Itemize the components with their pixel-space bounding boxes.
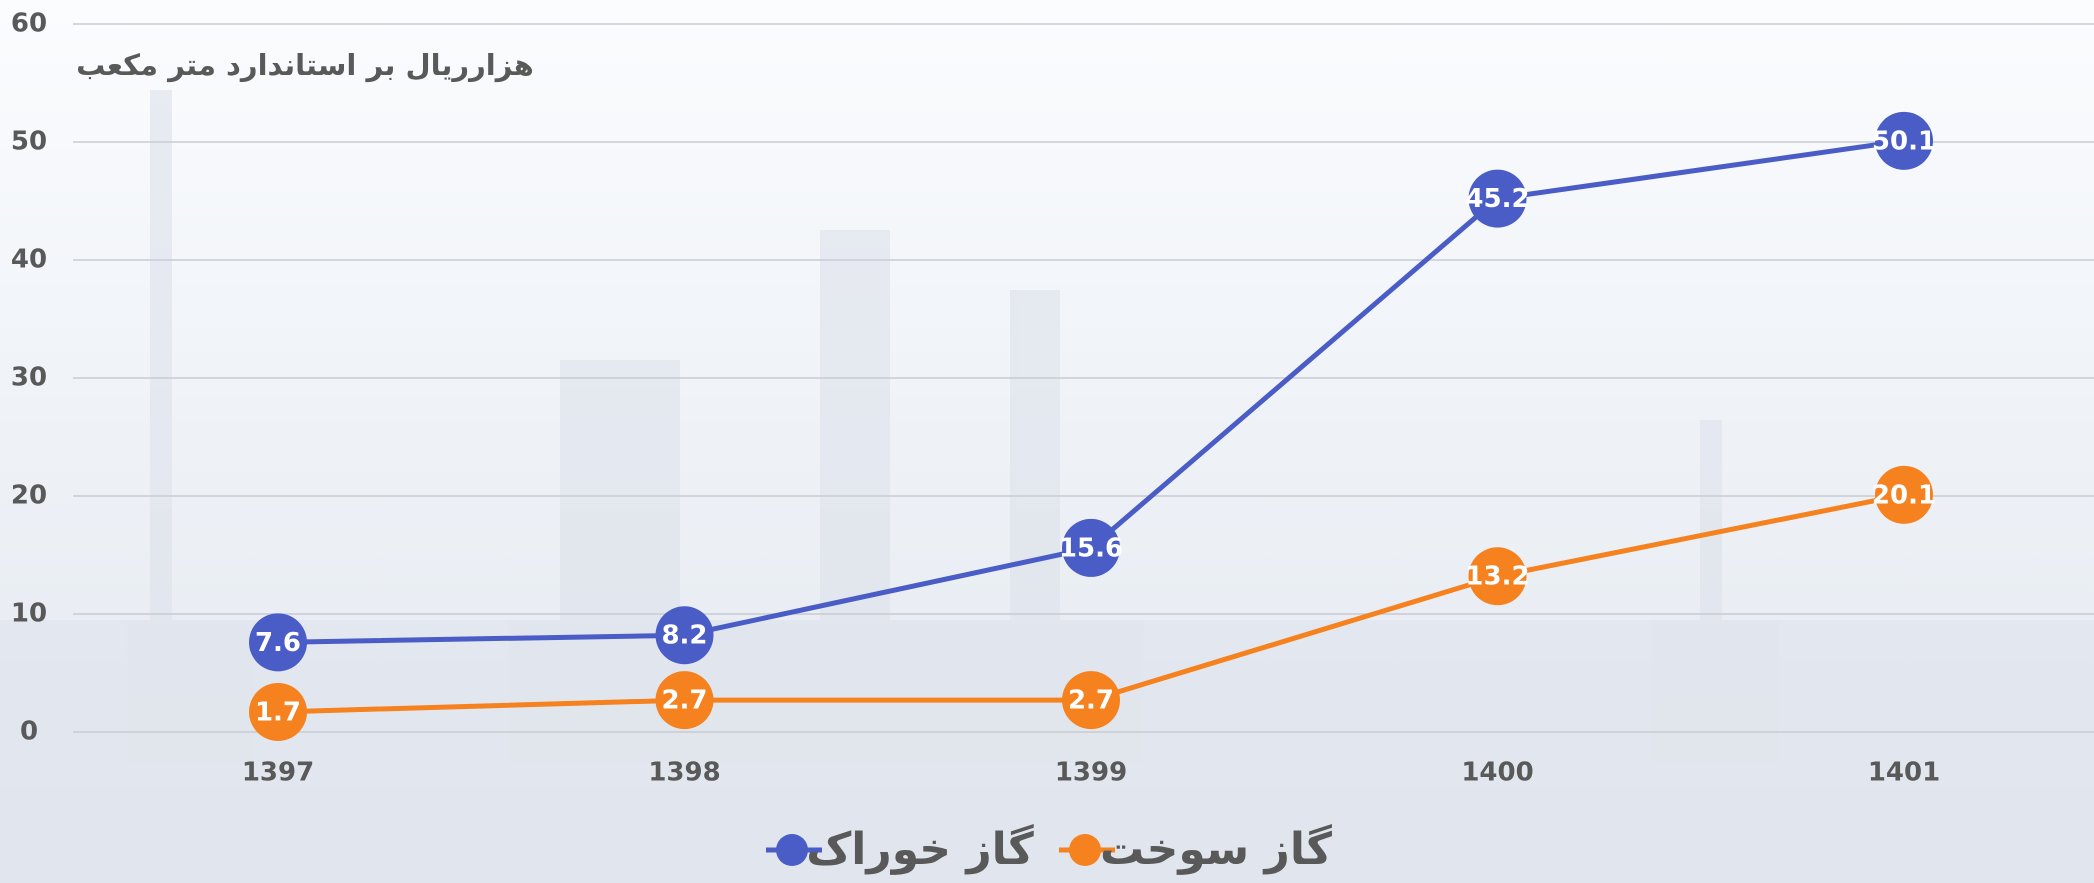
y-tick-label: 20 [11,481,47,511]
x-tick-label: 1401 [1868,758,1940,788]
point-marker [1468,547,1527,606]
y-tick-label: 60 [11,9,47,39]
data-label: 7.6 [255,628,301,658]
y-tick-label: 50 [11,127,47,157]
legend-label: گاز سوخت [1100,823,1332,875]
data-label: 20.1 [1872,480,1936,510]
point-marker [249,613,307,672]
x-tick-label: 1398 [648,758,720,788]
background-scenery [0,90,2094,883]
point-marker [655,671,714,730]
point-marker [1875,111,1933,170]
data-label: 15.6 [1059,533,1123,563]
y-tick-label: 30 [11,363,47,393]
legend: گاز خوراک گاز سوخت [766,823,1332,875]
data-label: 50.1 [1872,126,1936,156]
y-axis-label: هزارریال بر استاندارد متر مکعب [76,48,534,82]
data-label: 45.2 [1465,184,1529,214]
x-tick-label: 1397 [242,758,314,788]
point-marker [1875,465,1933,524]
point-marker [1062,671,1120,730]
point-marker [1468,169,1527,228]
point-marker [249,682,307,741]
point-marker [1062,518,1120,577]
data-label: 8.2 [661,621,707,651]
y-tick-label: 10 [11,599,47,629]
y-tick-label: 0 [20,717,38,747]
data-label: 1.7 [255,697,301,727]
legend-marker [1069,834,1101,866]
point-marker [655,606,714,665]
legend-marker [776,834,808,866]
data-label: 13.2 [1465,562,1529,592]
x-tick-label: 1400 [1461,758,1533,788]
x-tick-label: 1399 [1055,758,1127,788]
data-label: 2.7 [661,686,707,716]
legend-label: گاز خوراک [806,823,1034,875]
y-tick-label: 40 [11,245,47,275]
data-label: 2.7 [1068,686,1114,716]
